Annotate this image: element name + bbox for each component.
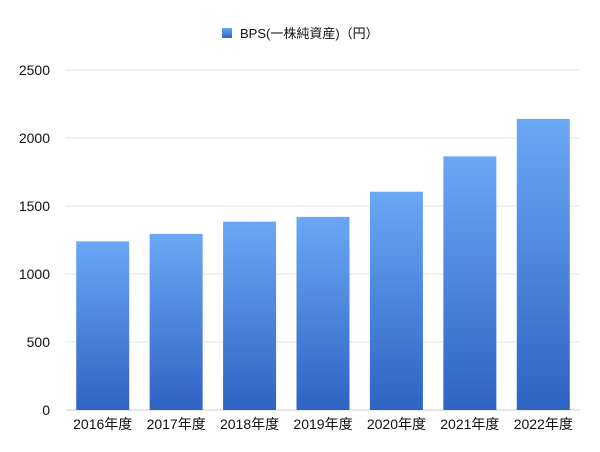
x-tick-label: 2022年度	[514, 416, 573, 432]
bar	[516, 118, 570, 411]
bar	[149, 233, 203, 410]
bar	[76, 241, 130, 410]
x-tick-label: 2018年度	[220, 416, 279, 432]
x-axis-ticks: 2016年度 2017年度 2018年度 2019年度 2020年度 2021年度 2022…	[73, 416, 573, 432]
legend-label: BPS(一株純資産)（円）	[240, 26, 379, 41]
x-tick-label: 2016年度	[73, 416, 132, 432]
y-tick-label: 1000	[19, 266, 50, 282]
x-tick-label: 2019年度	[293, 416, 352, 432]
bar	[369, 191, 423, 410]
y-tick-label: 2000	[19, 130, 50, 146]
bar	[443, 156, 497, 410]
bar	[223, 221, 277, 410]
y-tick-label: 500	[27, 334, 51, 350]
x-tick-label: 2017年度	[147, 416, 206, 432]
y-tick-label: 2500	[19, 62, 50, 78]
x-tick-label: 2020年度	[367, 416, 426, 432]
y-tick-label: 1500	[19, 198, 50, 214]
bar	[296, 216, 350, 410]
x-tick-label: 2021年度	[440, 416, 499, 432]
legend: BPS(一株純資産)（円）	[222, 26, 379, 41]
y-tick-label: 0	[42, 402, 50, 418]
bars	[76, 118, 570, 411]
y-axis-ticks: 0 500 1000 1500 2000 2500	[19, 62, 50, 418]
legend-swatch	[222, 28, 232, 38]
